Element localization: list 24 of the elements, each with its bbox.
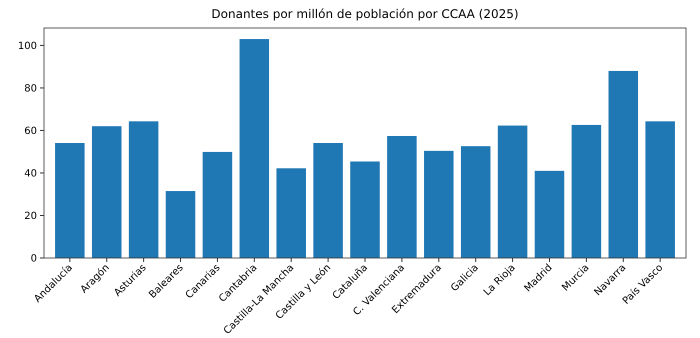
bar	[424, 150, 454, 258]
bar	[276, 168, 306, 258]
y-tick-label: 60	[24, 126, 37, 137]
y-tick-label: 40	[24, 168, 37, 180]
bar	[387, 136, 417, 258]
y-tick-label: 80	[24, 83, 37, 94]
bar	[572, 124, 602, 258]
y-tick-label: 20	[24, 210, 37, 222]
bar	[202, 152, 232, 258]
y-tick-label: 0	[30, 254, 37, 264]
bar	[313, 143, 343, 258]
bar	[498, 126, 528, 258]
bar	[128, 121, 158, 258]
bar	[92, 126, 122, 258]
bar	[460, 146, 490, 258]
bar	[608, 70, 638, 258]
bar	[55, 143, 85, 258]
bar	[166, 191, 196, 258]
bar	[534, 170, 564, 258]
chart-title: Donantes por millón de población por CCAA (2025)	[211, 7, 519, 21]
bar	[350, 161, 380, 258]
bar	[645, 121, 675, 258]
bar	[240, 39, 270, 258]
y-tick-label: 100	[18, 40, 37, 52]
